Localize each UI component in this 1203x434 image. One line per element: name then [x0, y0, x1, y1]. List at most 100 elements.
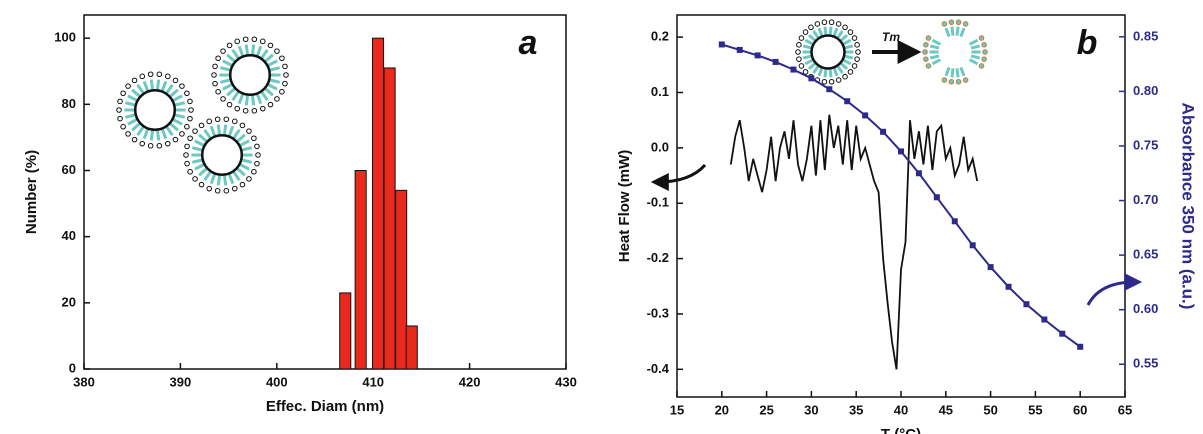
lipid-tail: [127, 94, 139, 103]
lipid-head: [187, 98, 193, 105]
lipid-head: [835, 21, 842, 27]
y-tick-label: -0.4: [647, 361, 670, 376]
lipid-tail: [238, 139, 250, 148]
y-tick-label: 0: [69, 360, 76, 375]
lipid-tail: [268, 66, 281, 72]
lipid-tail: [209, 172, 217, 185]
lipid-tail: [219, 66, 232, 72]
lipid-head: [251, 36, 258, 43]
lipid-head: [795, 49, 801, 55]
lipid-tail: [194, 139, 206, 148]
y-tick-label: 0.1: [651, 84, 669, 99]
lipid-tail: [807, 33, 817, 43]
lipid-head: [851, 35, 858, 41]
lipid-head: [251, 135, 257, 142]
lipid-tail: [124, 113, 137, 119]
lipid-tail: [165, 83, 174, 95]
lipid-head: [259, 38, 266, 45]
lipid-head: [147, 142, 154, 149]
lipid-head: [192, 176, 198, 182]
lipid-head: [214, 187, 221, 194]
lipid-head: [183, 152, 189, 158]
lipid-head: [279, 88, 285, 95]
lipid-tail: [263, 53, 274, 63]
lipid-tail: [231, 48, 240, 60]
lipid-head: [179, 131, 185, 137]
marker: [933, 194, 940, 201]
lipid-tail: [828, 26, 833, 36]
lipid-tail: [843, 44, 854, 50]
lipid-tail: [226, 53, 237, 63]
lipid-tail: [836, 30, 844, 40]
lipid-head: [941, 21, 948, 27]
lipid-head: [206, 118, 213, 125]
lipid-head: [267, 42, 274, 49]
lipid-head: [156, 71, 163, 78]
lipid-tail: [194, 162, 206, 171]
lipid-head: [184, 123, 190, 130]
vesicle-core: [133, 88, 177, 132]
vesicle-core: [228, 53, 272, 97]
bar: [371, 37, 385, 370]
lipid-tail: [950, 26, 955, 36]
lipid-head: [164, 73, 171, 80]
lipid-head: [192, 128, 198, 134]
lipid-tail: [255, 92, 263, 105]
lipid-head: [847, 29, 854, 35]
lipid-head: [854, 56, 860, 62]
y2-tick-label: 0.85: [1133, 28, 1158, 43]
lipid-head: [828, 78, 835, 85]
lipid-tail: [222, 82, 234, 91]
lipid-head: [274, 96, 280, 102]
lipid-tail: [804, 58, 815, 66]
y2-tick-label: 0.70: [1133, 192, 1158, 207]
lipid-head: [981, 42, 987, 48]
lipid-tail: [216, 124, 222, 136]
lipid-head: [212, 80, 218, 87]
lipid-tail: [131, 88, 142, 98]
lipid-tail: [839, 61, 849, 71]
lipid-tail: [155, 129, 161, 141]
y-tick-label: -0.1: [647, 195, 669, 210]
lipid-head: [184, 90, 190, 97]
x-tick-label: 40: [894, 402, 908, 417]
y-tick-label: 60: [62, 162, 76, 177]
marker: [862, 112, 869, 119]
lipid-tail: [823, 68, 828, 78]
vesicle-core: [810, 34, 846, 70]
y2-tick-label: 0.55: [1133, 356, 1158, 371]
x-tick-label: 400: [266, 374, 288, 389]
lipid-head: [955, 19, 962, 26]
annotation: Tm: [882, 30, 900, 44]
y-tick-label: -0.3: [647, 305, 669, 320]
lipid-tail: [124, 101, 137, 107]
y2-tick-label: 0.60: [1133, 301, 1158, 316]
lipid-tail: [823, 26, 828, 36]
lipid-tail: [260, 48, 269, 60]
lipid-head: [842, 73, 848, 80]
marker: [718, 41, 725, 48]
x-tick-label: 380: [73, 374, 95, 389]
lipid-tail: [131, 122, 142, 132]
lipid-tail: [955, 26, 960, 36]
lipid-head: [808, 24, 814, 31]
lipid-tail: [136, 83, 145, 95]
lipid-tail: [142, 127, 150, 140]
y-axis-label: Heat Flow (mW): [616, 150, 633, 263]
lipid-tail: [832, 66, 839, 77]
lipid-tail: [173, 113, 186, 119]
lipid-head: [847, 69, 854, 75]
lipid-head: [283, 72, 289, 78]
lipid-head: [117, 115, 123, 122]
lipid-head: [188, 107, 194, 113]
vesicle: [211, 36, 289, 114]
x-tick-label: 20: [715, 402, 729, 417]
lipid-head: [211, 72, 217, 78]
lipid-head: [962, 21, 969, 27]
lipid-head: [982, 49, 988, 55]
lipid-tail: [209, 125, 217, 138]
lipid-head: [120, 123, 126, 130]
bar: [383, 67, 396, 370]
lipid-head: [131, 136, 138, 143]
y-tick-label: 20: [62, 294, 76, 309]
